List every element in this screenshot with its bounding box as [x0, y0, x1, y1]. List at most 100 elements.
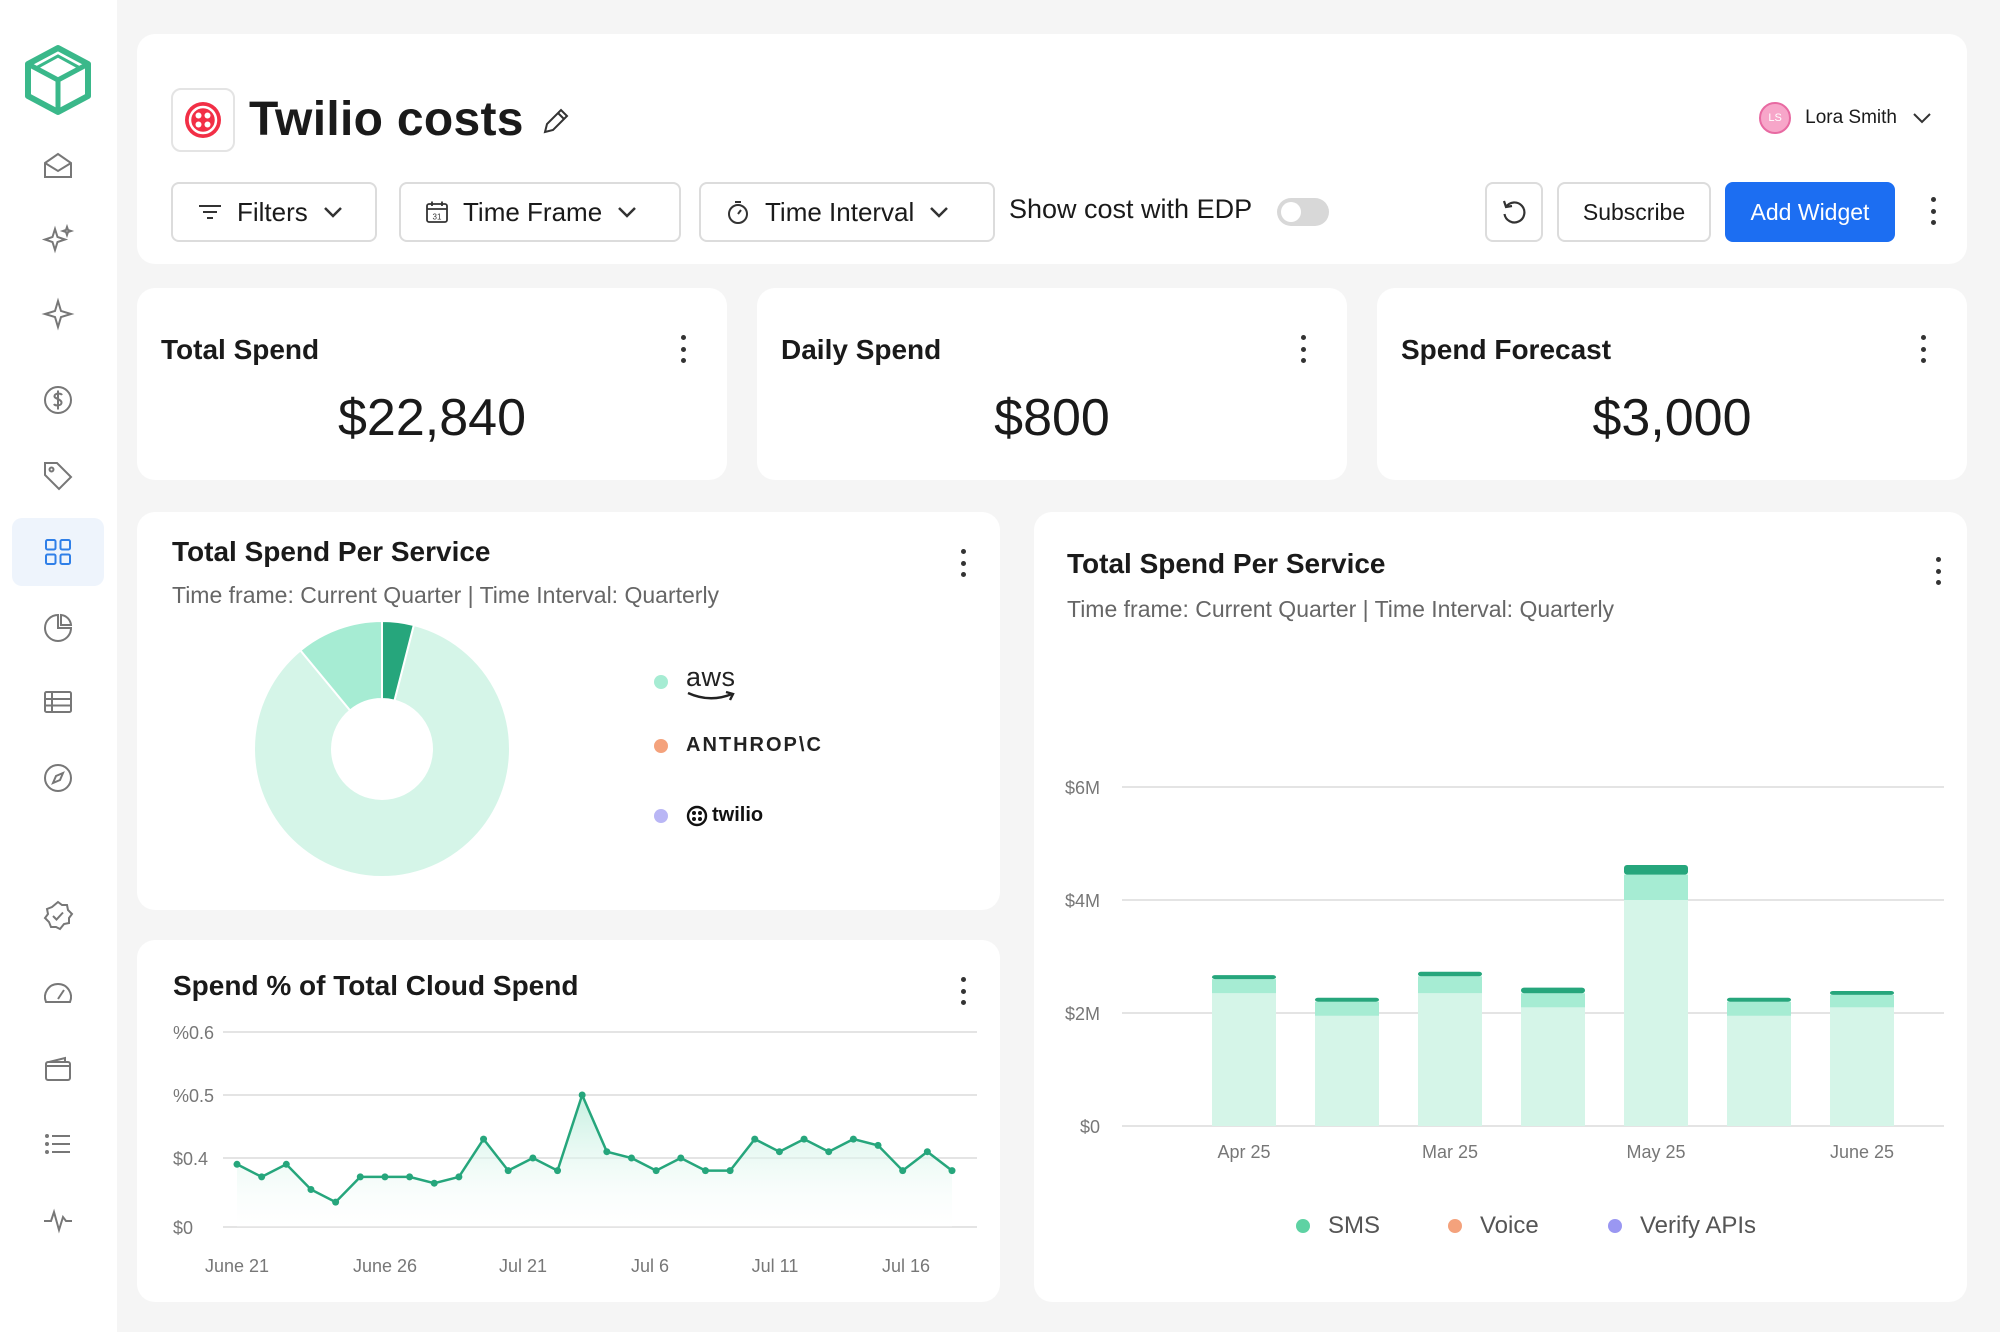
- data-point[interactable]: [899, 1167, 907, 1175]
- data-point[interactable]: [332, 1198, 340, 1206]
- data-point[interactable]: [233, 1160, 241, 1168]
- kpi-more-button[interactable]: [673, 332, 693, 366]
- nav-performance[interactable]: [12, 960, 104, 1028]
- legend-dot: [654, 808, 668, 823]
- bar-voice[interactable]: [1830, 994, 1894, 1008]
- data-point[interactable]: [258, 1173, 266, 1181]
- header-more-button[interactable]: [1923, 194, 1943, 228]
- bar-sms[interactable]: [1212, 993, 1276, 1126]
- nav-budgets[interactable]: [12, 1036, 104, 1104]
- app-logo-icon[interactable]: [22, 44, 94, 116]
- area-chart: %0.6 %0.5 $0.4 $0 June 21 June 26 Jul 21 Jul 6 J…: [173, 1023, 977, 1276]
- bar-voice[interactable]: [1624, 874, 1688, 900]
- nav-list[interactable]: [12, 1110, 104, 1178]
- bar-verify-apis[interactable]: [1830, 990, 1894, 995]
- nav-activity[interactable]: [12, 1186, 104, 1254]
- data-point[interactable]: [775, 1148, 783, 1156]
- y-tick-label: %0.5: [173, 1086, 214, 1106]
- bar-sms[interactable]: [1830, 1007, 1894, 1126]
- data-point[interactable]: [677, 1154, 685, 1162]
- time-interval-button[interactable]: Time Interval: [699, 182, 995, 242]
- nav-dashboards[interactable]: [12, 518, 104, 586]
- kpi-value: $22,840: [338, 389, 526, 447]
- data-point[interactable]: [874, 1141, 882, 1149]
- data-point[interactable]: [701, 1167, 709, 1175]
- add-widget-button[interactable]: Add Widget: [1725, 182, 1895, 242]
- data-point[interactable]: [948, 1167, 956, 1175]
- kpi-spend-forecast: Spend Forecast $3,000: [1377, 288, 1967, 480]
- x-tick-label: June 25: [1830, 1142, 1894, 1162]
- nav-costs[interactable]: [12, 366, 104, 434]
- nav-reports[interactable]: [12, 594, 104, 662]
- data-point[interactable]: [603, 1148, 611, 1156]
- data-point[interactable]: [800, 1135, 808, 1143]
- data-point[interactable]: [578, 1091, 586, 1099]
- bar-sms[interactable]: [1624, 900, 1688, 1126]
- filters-button[interactable]: Filters: [171, 182, 377, 242]
- donut-slice-twilio[interactable]: [381, 619, 416, 702]
- data-point[interactable]: [406, 1173, 414, 1181]
- data-point[interactable]: [849, 1135, 857, 1143]
- sidebar: [0, 0, 117, 1332]
- data-point[interactable]: [751, 1135, 759, 1143]
- pencil-icon[interactable]: [539, 104, 573, 138]
- kpi-more-button[interactable]: [1913, 332, 1933, 366]
- data-point[interactable]: [307, 1186, 315, 1193]
- nav-inbox[interactable]: [12, 132, 104, 200]
- bar-sms[interactable]: [1727, 1015, 1791, 1126]
- bar-verify-apis[interactable]: [1212, 975, 1276, 980]
- bar-verify-apis[interactable]: [1727, 997, 1791, 1002]
- data-point[interactable]: [652, 1167, 660, 1175]
- y-tick-label: $0: [1080, 1117, 1100, 1137]
- nav-compliance[interactable]: [12, 882, 104, 950]
- bar-voice[interactable]: [1315, 1001, 1379, 1016]
- bar-verify-apis[interactable]: [1521, 987, 1585, 994]
- dashboard-header: Twilio costs LS Lora Smith Filters 31 Ti…: [137, 34, 1967, 264]
- bar-sms[interactable]: [1315, 1015, 1379, 1126]
- data-point[interactable]: [455, 1173, 463, 1181]
- data-point[interactable]: [627, 1154, 635, 1162]
- bar-sms[interactable]: [1521, 1007, 1585, 1126]
- data-point[interactable]: [282, 1160, 290, 1168]
- bar-voice[interactable]: [1727, 1001, 1791, 1016]
- data-point[interactable]: [923, 1148, 931, 1156]
- x-tick-label: June 21: [205, 1256, 269, 1276]
- data-point[interactable]: [529, 1154, 537, 1162]
- bar-verify-apis[interactable]: [1315, 997, 1379, 1002]
- data-point[interactable]: [504, 1167, 512, 1175]
- bar-verify-apis[interactable]: [1624, 864, 1688, 875]
- data-point[interactable]: [381, 1173, 389, 1181]
- widget-more-button[interactable]: [1928, 554, 1948, 588]
- subscribe-button[interactable]: Subscribe: [1557, 182, 1711, 242]
- user-menu[interactable]: LS Lora Smith: [1759, 102, 1933, 134]
- dollar-circle-icon: [44, 386, 72, 414]
- nav-ai-insights[interactable]: [12, 206, 104, 274]
- nav-tags[interactable]: [12, 442, 104, 510]
- data-point[interactable]: [356, 1173, 364, 1181]
- data-point[interactable]: [825, 1148, 833, 1156]
- bar-voice[interactable]: [1418, 976, 1482, 994]
- refresh-button[interactable]: [1485, 182, 1543, 242]
- data-point[interactable]: [480, 1135, 488, 1143]
- x-tick-label: Mar 25: [1422, 1142, 1478, 1162]
- nav-tables[interactable]: [12, 668, 104, 736]
- kpi-more-button[interactable]: [1293, 332, 1313, 366]
- bar-verify-apis[interactable]: [1418, 971, 1482, 977]
- nav-explore[interactable]: [12, 744, 104, 812]
- bar-voice[interactable]: [1212, 979, 1276, 994]
- bar-voice[interactable]: [1521, 993, 1585, 1008]
- widget-more-button[interactable]: [953, 974, 973, 1008]
- edp-toggle[interactable]: [1277, 198, 1329, 226]
- widget-more-button[interactable]: [953, 546, 973, 580]
- anthropic-logo: ANTHROP\C: [686, 734, 823, 756]
- time-frame-button[interactable]: 31 Time Frame: [399, 182, 681, 242]
- x-tick-label: Jul 21: [499, 1256, 547, 1276]
- data-point[interactable]: [726, 1167, 734, 1175]
- donut-slice-aws[interactable]: [253, 623, 511, 878]
- bar-sms[interactable]: [1418, 993, 1482, 1126]
- data-point[interactable]: [430, 1179, 438, 1187]
- area-fill: [237, 1095, 952, 1227]
- y-tick-label: $0.4: [173, 1149, 208, 1169]
- data-point[interactable]: [554, 1167, 562, 1175]
- nav-recommendations[interactable]: [12, 280, 104, 348]
